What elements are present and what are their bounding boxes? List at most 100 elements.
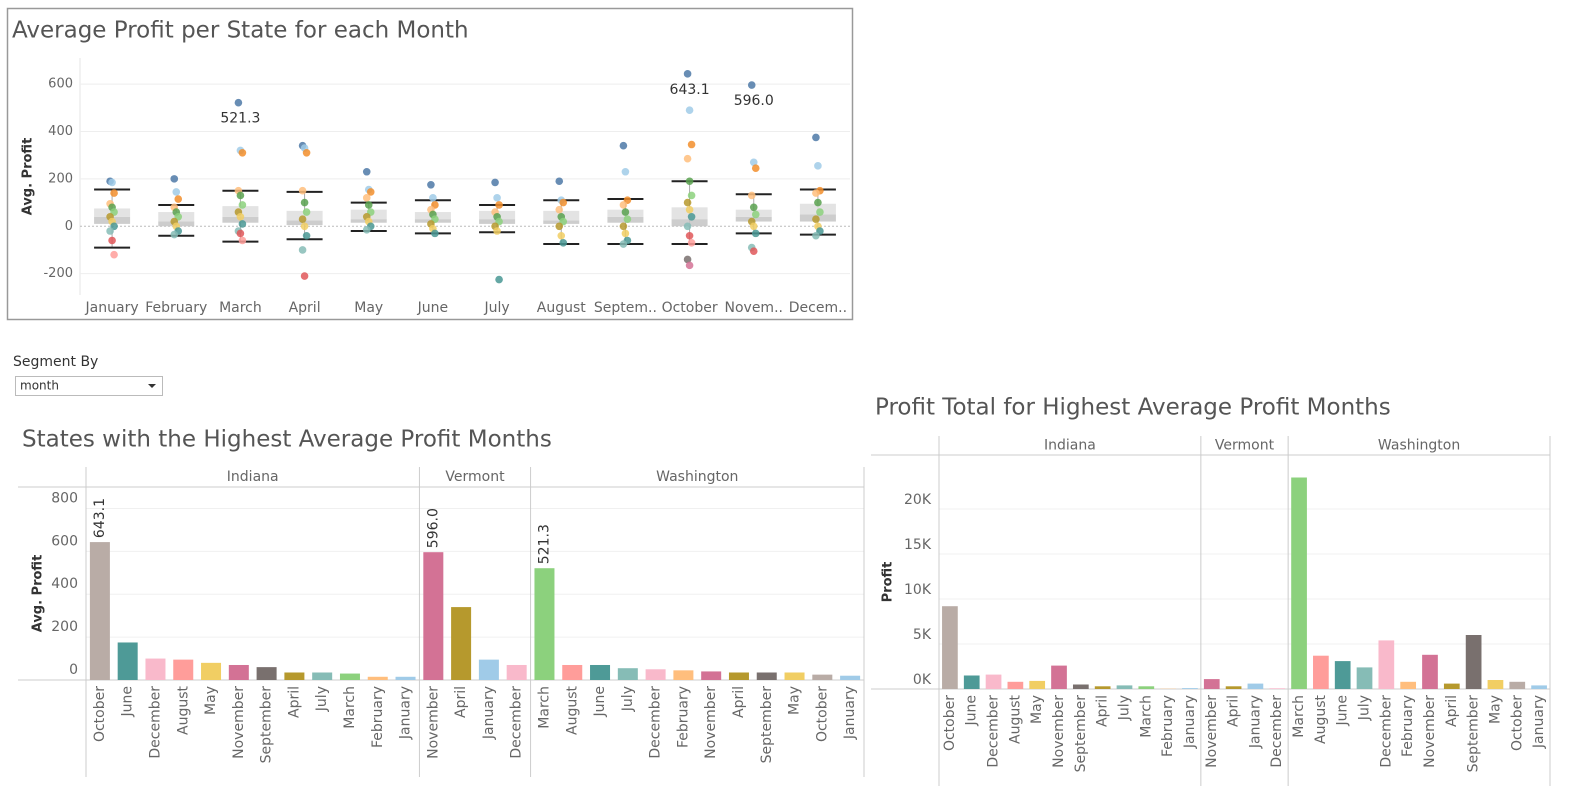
dot [751, 229, 760, 238]
bar [173, 659, 194, 680]
x-tick-label: November [1051, 695, 1067, 768]
x-tick-label: Decem.. [789, 300, 847, 316]
value-label: 596.0 [425, 508, 441, 548]
x-tick-label: September [759, 686, 775, 764]
bar [1051, 665, 1067, 689]
dot [170, 230, 179, 239]
bar [256, 667, 277, 680]
dot [749, 247, 758, 255]
bar [1138, 686, 1155, 689]
dot [559, 198, 568, 207]
dot [812, 189, 820, 197]
x-tick-label: April [289, 300, 321, 316]
panel-header: Indiana [227, 469, 279, 485]
x-tick-label: August [537, 300, 587, 316]
x-tick-label: July [1116, 695, 1132, 721]
dot [685, 231, 694, 240]
chart-title: Profit Total for Highest Average Profit … [875, 395, 1391, 421]
x-tick-label: July [483, 300, 509, 316]
dot [555, 205, 564, 214]
annotation: 643.1 [670, 82, 710, 98]
x-tick-label: November [703, 686, 719, 759]
x-tick-label: April [1444, 695, 1460, 727]
dot [238, 201, 247, 209]
x-tick-label: August [1313, 694, 1329, 744]
x-tick-label: August [1007, 694, 1023, 744]
bar [312, 672, 333, 680]
x-tick-label: December [509, 686, 525, 759]
y-axis-title: Avg. Profit [21, 138, 36, 216]
x-tick-label: March [219, 300, 262, 316]
x-tick-label: January [85, 300, 139, 316]
x-tick-label: June [417, 300, 449, 316]
dot [751, 164, 760, 173]
dot [300, 272, 309, 280]
dot [557, 231, 566, 240]
dropdown-value[interactable]: month [20, 379, 59, 393]
x-tick-label: June [1335, 695, 1351, 727]
bar [1356, 667, 1373, 689]
dropdown-arrow[interactable] [148, 384, 156, 388]
dot [429, 194, 437, 202]
dot [623, 215, 632, 223]
dot [619, 201, 628, 209]
dot [687, 212, 696, 221]
bar [1247, 683, 1264, 689]
value-label: 521.3 [536, 524, 552, 564]
y-tick-label: 400 [48, 124, 73, 139]
x-tick-label: November [1204, 695, 1220, 768]
dot [302, 149, 311, 157]
bar [1313, 655, 1329, 689]
dropdown-box[interactable] [15, 376, 163, 396]
bar [395, 676, 416, 680]
filter-dropdown[interactable]: month [15, 376, 163, 396]
dot [300, 198, 309, 207]
bar [645, 669, 666, 680]
dot [683, 198, 692, 207]
annotation: 596.0 [734, 93, 774, 109]
dot [298, 215, 307, 223]
x-tick-label: June [964, 695, 980, 727]
y-tick-label: 0 [65, 219, 73, 234]
dot [683, 222, 692, 231]
y-tick-label: 15K [904, 537, 932, 553]
dot [559, 239, 568, 247]
dot [812, 231, 820, 240]
bar [942, 606, 958, 689]
x-tick-label: Novem.. [725, 300, 783, 316]
dot [108, 236, 116, 245]
bar [1509, 681, 1526, 689]
dot [619, 222, 628, 231]
y-tick-label: 800 [51, 490, 78, 506]
bar [728, 672, 749, 680]
dot [685, 261, 694, 270]
annotation: 521.3 [220, 111, 260, 127]
dot [683, 154, 692, 163]
dot [427, 180, 435, 189]
x-tick-label: October [92, 686, 108, 742]
x-tick-label: August [564, 685, 580, 735]
y-tick-label: 0 [69, 662, 78, 678]
x-tick-label: February [1400, 695, 1416, 757]
dot [751, 210, 760, 219]
dot [431, 229, 439, 238]
dot [362, 226, 371, 234]
box-upper [286, 210, 323, 221]
x-tick-label: October [942, 695, 958, 751]
x-tick-label: January [398, 686, 414, 740]
dot [110, 189, 118, 197]
dot [234, 98, 243, 107]
bar [1029, 680, 1046, 689]
x-tick-label: December [1378, 695, 1394, 768]
dot [362, 194, 371, 202]
x-tick-label: June [592, 686, 608, 718]
chart-frame [6, 7, 854, 321]
y-tick-label: 600 [48, 77, 73, 92]
x-tick-label: April [286, 686, 302, 718]
dot [302, 208, 311, 216]
bar [284, 672, 305, 680]
dot [555, 177, 564, 186]
x-tick-label: January [481, 686, 497, 740]
filter-label: Segment By [13, 354, 98, 370]
x-tick-label: December [986, 695, 1002, 768]
